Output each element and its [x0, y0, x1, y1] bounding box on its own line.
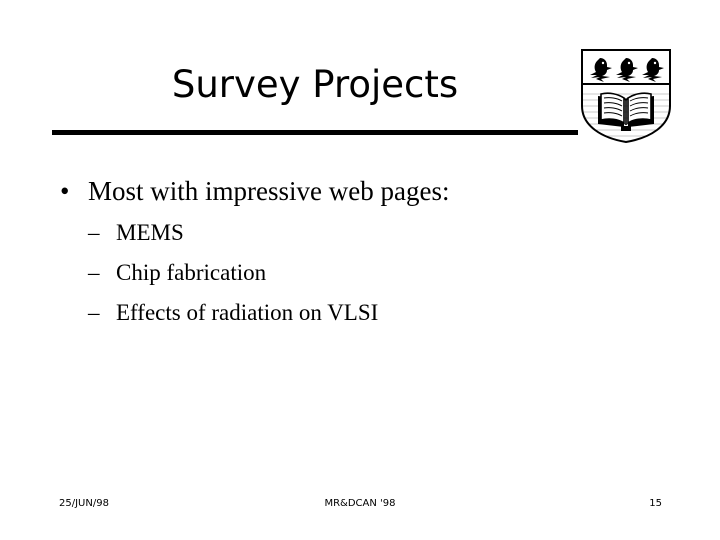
list-item: – Chip fabrication — [88, 253, 612, 293]
sub-bullet-text: MEMS — [116, 220, 184, 245]
slide-number: 15 — [649, 498, 662, 509]
page-title: Survey Projects — [171, 63, 459, 106]
dash-marker-icon: – — [88, 260, 100, 285]
sub-bullet-list: – MEMS – Chip fabrication – Effects of r… — [52, 213, 612, 333]
sub-bullet-text: Effects of radiation on VLSI — [116, 300, 379, 325]
content-body: • Most with impressive web pages: – MEMS… — [52, 172, 612, 333]
footer-date: 25/JUN/98 — [59, 498, 109, 509]
dash-marker-icon: – — [88, 220, 100, 245]
bullet-level1: • Most with impressive web pages: — [52, 172, 612, 210]
university-crest-icon — [578, 48, 674, 144]
dash-marker-icon: – — [88, 300, 100, 325]
list-item: – MEMS — [88, 213, 612, 253]
list-item: – Effects of radiation on VLSI — [88, 293, 612, 333]
bullet-marker-icon: • — [60, 176, 70, 206]
footer-conference-label: MR&DCAN '98 — [324, 498, 396, 509]
title-divider — [52, 130, 578, 135]
slide-footer: 25/JUN/98 MR&DCAN '98 15 — [0, 494, 720, 514]
sub-bullet-text: Chip fabrication — [116, 260, 267, 285]
bullet-level1-text: Most with impressive web pages: — [88, 176, 450, 206]
